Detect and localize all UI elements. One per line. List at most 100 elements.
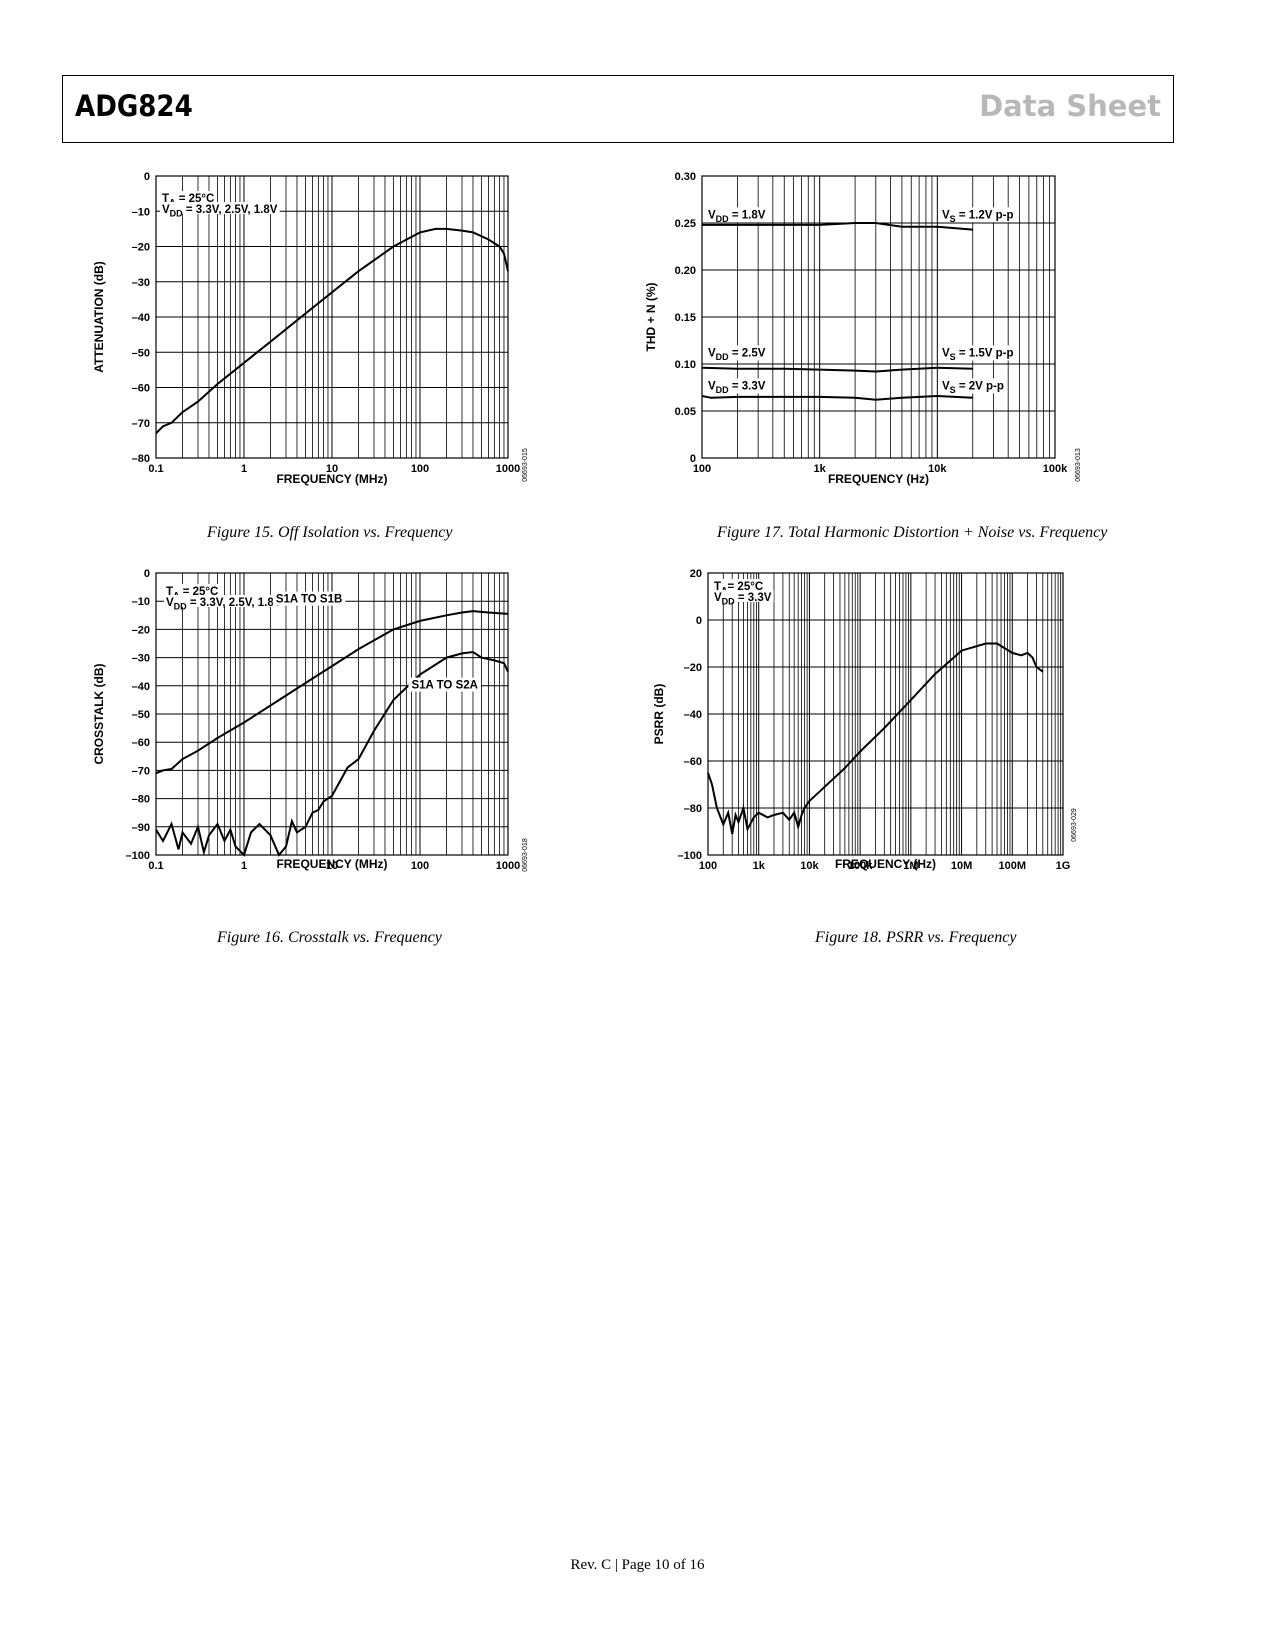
series-label: VDD = 2.5V: [708, 347, 766, 361]
chart-crosstalk-svg: 0.1 1 10 100 1000 0 –10 –20 –30 –40 –50 –60 –70 –80 –9…: [92, 568, 529, 872]
annotation-text: VDD = 3.3V, 2.5V, 1.8V: [166, 597, 282, 611]
y-tick-label: –30: [132, 653, 150, 665]
y-tick-label: –10: [132, 206, 150, 218]
x-tick-label: 1000: [496, 463, 520, 475]
x-axis-label: FREQUENCY (Hz): [828, 472, 929, 486]
y-tick-label: –20: [132, 624, 150, 636]
series-label: VDD = 1.8V: [708, 209, 766, 223]
figure-code: 06693-018: [522, 838, 529, 872]
y-tick-label: 0: [690, 453, 696, 465]
y-axis-label: PSRR (dB): [652, 684, 666, 745]
x-tick-label: 1: [241, 463, 247, 475]
annotation-bg: [164, 595, 284, 607]
series-label-bg: [940, 207, 1016, 223]
y-axis-label: CROSSTALK (dB): [92, 663, 106, 764]
figure-code: 06693-013: [1075, 448, 1082, 482]
x-tick-label: 100: [411, 463, 429, 475]
y-tick-label: –80: [684, 803, 702, 815]
series-label: S1A TO S2A: [411, 680, 477, 692]
series-label-bg: [408, 677, 481, 692]
y-axis-label: ATTENUATION (dB): [92, 261, 106, 373]
y-tick-label: 0.05: [675, 406, 696, 418]
x-tick-label: 1000: [496, 860, 520, 872]
x-axis-label: FREQUENCY (MHz): [276, 472, 387, 486]
series-line-2: [701, 366, 973, 373]
series-line-1: [707, 642, 1044, 835]
y-tick-label: 0: [696, 615, 702, 627]
chart-psrr: 100 1k 10k 100k 1M 10M 100M 1G 20 0 –20 –40 –60 –80 –1…: [652, 565, 1150, 915]
y-tick-label: –50: [132, 347, 150, 359]
y-tick-label: –80: [132, 453, 150, 465]
series-label: S1A TO S1B: [276, 594, 342, 606]
annotation-bg: [160, 191, 217, 203]
plot-frame: [707, 572, 1064, 856]
x-axis-label: FREQUENCY (Hz): [835, 857, 936, 871]
series-label-bg: [272, 591, 346, 606]
figure-code: 06693-029: [1071, 808, 1078, 842]
x-tick-label: 0.1: [148, 860, 163, 872]
y-tick-label: 0.10: [675, 359, 696, 371]
document-type: Data Sheet: [979, 89, 1161, 123]
series-label: VS = 1.5V p-p: [942, 347, 1014, 361]
x-tick-label: 100k: [1043, 463, 1068, 475]
y-tick-label: –90: [132, 822, 150, 834]
y-tick-label: –80: [132, 794, 150, 806]
series-line-1: [155, 227, 509, 435]
y-tick-label: –20: [684, 662, 702, 674]
y-tick-label: –30: [132, 277, 150, 289]
series-line-1: [155, 610, 509, 775]
caption-figure-16: Figure 16. Crosstalk vs. Frequency: [217, 929, 442, 946]
chart-psrr-svg: 100 1k 10k 100k 1M 10M 100M 1G 20 0 –20 –40 –60 –80 –1…: [652, 568, 1078, 872]
page-header: ADG824 Data Sheet: [62, 75, 1174, 143]
x-tick-label: 1M: [903, 860, 918, 872]
y-tick-label: –100: [126, 850, 150, 862]
series-label-bg: [706, 345, 768, 361]
series-label-bg: [940, 378, 1006, 394]
x-tick-label: 1: [241, 860, 247, 872]
page-footer: Rev. C | Page 10 of 16: [570, 1557, 705, 1573]
y-tick-label: –60: [132, 737, 150, 749]
y-tick-label: –10: [132, 596, 150, 608]
x-axis-label: FREQUENCY (MHz): [276, 857, 387, 871]
series-label-bg: [706, 207, 768, 223]
y-tick-label: –100: [678, 850, 702, 862]
y-tick-label: 0.25: [675, 218, 696, 230]
chart-crosstalk: 0.1 1 10 100 1000 0 –10 –20 –30 –40 –50 –60 –70 –80 –9…: [80, 565, 560, 915]
caption-figure-18: Figure 18. PSRR vs. Frequency: [815, 929, 1017, 946]
annotation-bg: [712, 579, 766, 591]
x-tick-label: 100k: [848, 860, 873, 872]
x-tick-label: 100: [411, 860, 429, 872]
series-label: VDD = 3.3V: [708, 380, 766, 394]
y-tick-label: 0.30: [675, 171, 696, 183]
annotation-bg: [164, 584, 221, 596]
chart-thd-noise: 100 1k 10k 100k 0.30 0.25 0.20 0.15 0.10 0.05 0 FRE…: [644, 160, 1150, 510]
x-tick-label: 10: [326, 860, 338, 872]
plot-frame: [155, 572, 509, 856]
caption-figure-17: Figure 17. Total Harmonic Distortion + N…: [717, 524, 1108, 541]
y-tick-label: –40: [132, 312, 150, 324]
x-tick-label: 10: [326, 463, 338, 475]
y-tick-label: –60: [684, 756, 702, 768]
series-label: VS = 1.2V p-p: [942, 209, 1014, 223]
plot-frame: [701, 175, 1056, 459]
series-label-bg: [940, 345, 1016, 361]
chart-off-isolation-svg: 0.1 1 10 100 1000 0 –10 –20 –30 –40 –50 –60 –70 –80 FR…: [92, 171, 529, 486]
series-line-2: [155, 650, 509, 857]
series-label-bg: [706, 378, 768, 394]
chart-off-isolation: 0.1 1 10 100 1000 0 –10 –20 –30 –40 –50 –60 –70 –80 FR…: [80, 160, 560, 510]
annotation-bg: [712, 590, 774, 602]
x-tick-label: 100: [699, 860, 717, 872]
figure-code: 06693-015: [522, 448, 529, 482]
y-tick-label: 0.20: [675, 265, 696, 277]
y-tick-label: 0: [144, 568, 150, 580]
x-tick-label: 10k: [928, 463, 947, 475]
y-tick-label: –40: [684, 709, 702, 721]
y-tick-label: 0.15: [675, 312, 696, 324]
annotation-text: VDD = 3.3V: [714, 592, 772, 606]
y-tick-label: –70: [132, 765, 150, 777]
y-tick-label: –60: [132, 383, 150, 395]
series-line-1: [702, 222, 973, 231]
x-tick-label: 1k: [753, 860, 766, 872]
x-tick-label: 1G: [1056, 860, 1071, 872]
annotation-bg: [160, 202, 280, 214]
